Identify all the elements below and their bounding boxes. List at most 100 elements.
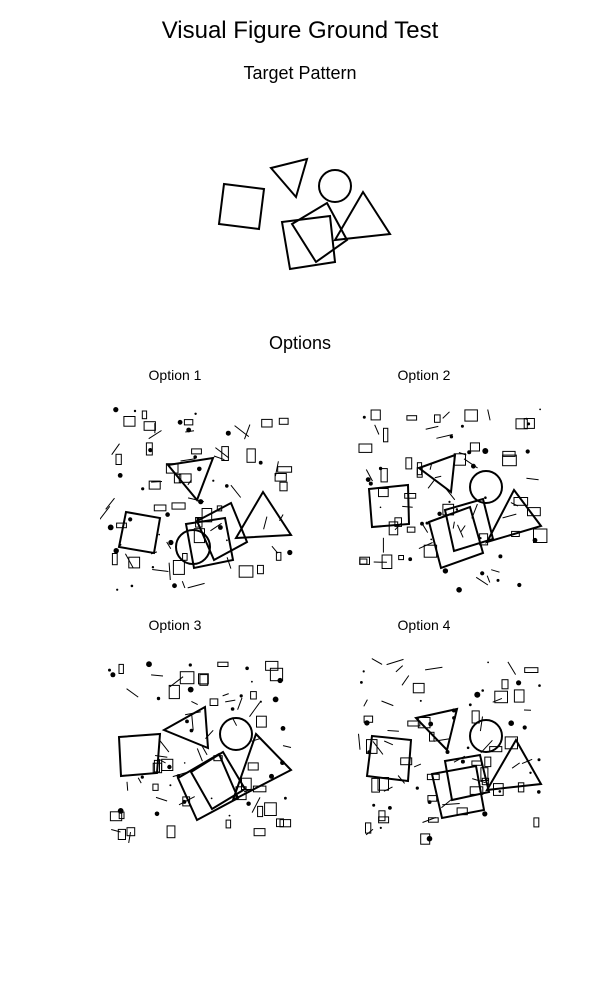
- noise-rect: [118, 663, 124, 674]
- option-4-square: [365, 734, 413, 783]
- noise-rect: [179, 671, 195, 685]
- noise-line: [479, 716, 483, 732]
- noise-rect: [274, 473, 287, 482]
- noise-line: [105, 497, 115, 510]
- noise-rect: [172, 560, 185, 575]
- noise-dot: [280, 726, 286, 731]
- noise-rect: [406, 415, 418, 421]
- noise-dot: [388, 806, 392, 810]
- noise-dot: [245, 666, 249, 671]
- noise-dot: [107, 524, 114, 531]
- noise-line: [111, 829, 121, 833]
- noise-dot: [188, 663, 192, 667]
- noise-dot: [226, 539, 228, 542]
- noise-dot: [225, 430, 231, 436]
- option-3-triangle-small: [161, 705, 210, 750]
- noise-rect: [371, 777, 380, 793]
- option-1-figure[interactable]: [100, 400, 300, 600]
- noise-rect: [264, 802, 277, 817]
- noise-line: [148, 430, 162, 440]
- noise-line: [510, 502, 519, 507]
- noise-line: [386, 658, 404, 666]
- options-heading: Options: [268, 333, 332, 353]
- noise-dot: [113, 407, 119, 413]
- option-4-label: Option 4: [397, 617, 451, 633]
- noise-line: [526, 477, 539, 481]
- noise-dot: [516, 680, 522, 686]
- noise-dot: [117, 808, 124, 814]
- noise-dot: [415, 786, 419, 790]
- noise-dot: [172, 583, 177, 589]
- noise-rect: [494, 690, 509, 704]
- noise-dot: [482, 811, 488, 817]
- noise-rect: [378, 488, 389, 498]
- noise-line: [425, 425, 439, 430]
- noise-dot: [165, 512, 170, 517]
- noise-line: [251, 797, 261, 813]
- option-4-figure[interactable]: [350, 650, 550, 850]
- noise-line: [374, 424, 380, 435]
- noise-line: [442, 803, 460, 806]
- noise-line: [210, 522, 222, 532]
- noise-rect: [278, 417, 289, 425]
- noise-line: [124, 553, 134, 568]
- target-square-bottom: [280, 214, 337, 271]
- noise-dot: [246, 801, 251, 806]
- noise-rect: [217, 661, 229, 667]
- noise-dot: [228, 814, 231, 817]
- noise-dot: [177, 419, 183, 425]
- noise-rect: [471, 760, 482, 766]
- noise-dot: [428, 721, 434, 727]
- noise-rect: [383, 427, 389, 443]
- noise-line: [381, 700, 394, 707]
- noise-line: [180, 458, 196, 462]
- noise-dot: [251, 680, 253, 683]
- noise-rect: [253, 828, 266, 837]
- noise-line: [383, 740, 394, 746]
- noise-rect: [182, 553, 188, 561]
- noise-rect: [171, 502, 186, 510]
- noise-rect: [257, 805, 264, 818]
- noise-rect: [116, 522, 127, 529]
- noise-line: [511, 762, 520, 769]
- noise-rect: [388, 521, 399, 536]
- noise-dot: [225, 484, 229, 488]
- noise-rect: [398, 555, 405, 561]
- noise-rect: [359, 558, 368, 565]
- noise-line: [363, 699, 368, 707]
- option-3-figure[interactable]: [100, 650, 300, 850]
- noise-line: [441, 798, 453, 809]
- option-1-square: [117, 510, 162, 555]
- noise-rect: [405, 457, 413, 470]
- noise-rect: [406, 526, 416, 533]
- noise-line: [401, 675, 410, 686]
- noise-line: [475, 576, 489, 586]
- noise-dot: [360, 681, 363, 684]
- noise-rect: [501, 679, 509, 690]
- noise-rect: [148, 480, 161, 490]
- noise-dot: [445, 750, 450, 754]
- target-square-left: [217, 182, 266, 231]
- noise-rect: [166, 825, 176, 839]
- noise-dot: [467, 450, 472, 455]
- noise-line: [213, 455, 225, 461]
- noise-dot: [158, 533, 160, 536]
- noise-rect: [378, 816, 390, 824]
- noise-dot: [186, 427, 192, 433]
- noise-rect: [109, 811, 123, 822]
- noise-dot: [269, 773, 274, 779]
- noise-line: [152, 569, 169, 572]
- noise-line: [191, 700, 198, 706]
- noise-dot: [258, 460, 263, 465]
- noise-line: [155, 796, 168, 802]
- option-2-figure[interactable]: [350, 400, 550, 600]
- noise-dot: [379, 826, 382, 829]
- noise-dot: [167, 764, 172, 770]
- noise-rect: [434, 414, 441, 423]
- noise-line: [271, 545, 279, 554]
- noise-dot: [212, 479, 215, 482]
- noise-dot: [364, 720, 370, 726]
- noise-dot: [365, 477, 371, 482]
- noise-line: [263, 516, 268, 530]
- noise-rect: [279, 819, 292, 828]
